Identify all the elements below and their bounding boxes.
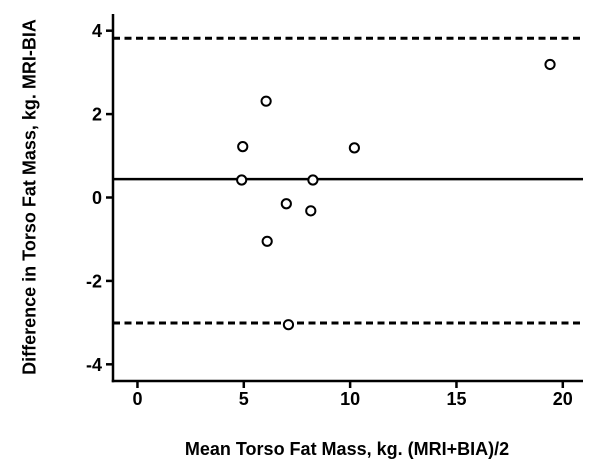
- y-tick-label-1: -2: [86, 271, 102, 291]
- data-point: [544, 58, 556, 71]
- data-point: [280, 198, 292, 210]
- y-tick-label-4: 4: [92, 21, 102, 41]
- data-point: [237, 141, 249, 153]
- data-point: [307, 174, 319, 186]
- data-point: [260, 95, 272, 107]
- data-point: [261, 235, 273, 247]
- x-tick-label-1: 5: [239, 389, 249, 409]
- data-point: [236, 174, 248, 186]
- y-tick-label-0: -4: [86, 355, 102, 375]
- data-point: [348, 142, 360, 154]
- data-point: [282, 319, 295, 331]
- data-point: [305, 205, 317, 217]
- x-tick-label-4: 20: [553, 389, 573, 409]
- x-tick-label-0: 0: [132, 389, 142, 409]
- y-tick-label-2: 0: [92, 188, 102, 208]
- x-axis-label: Mean Torso Fat Mass, kg. (MRI+BIA)/2: [184, 439, 510, 459]
- x-tick-label-2: 10: [340, 389, 360, 409]
- y-axis-label: Difference in Torso Fat Mass, kg. MRI-BI…: [19, 19, 40, 375]
- y-tick-label-3: 2: [92, 105, 102, 125]
- x-tick-label-3: 15: [446, 389, 466, 409]
